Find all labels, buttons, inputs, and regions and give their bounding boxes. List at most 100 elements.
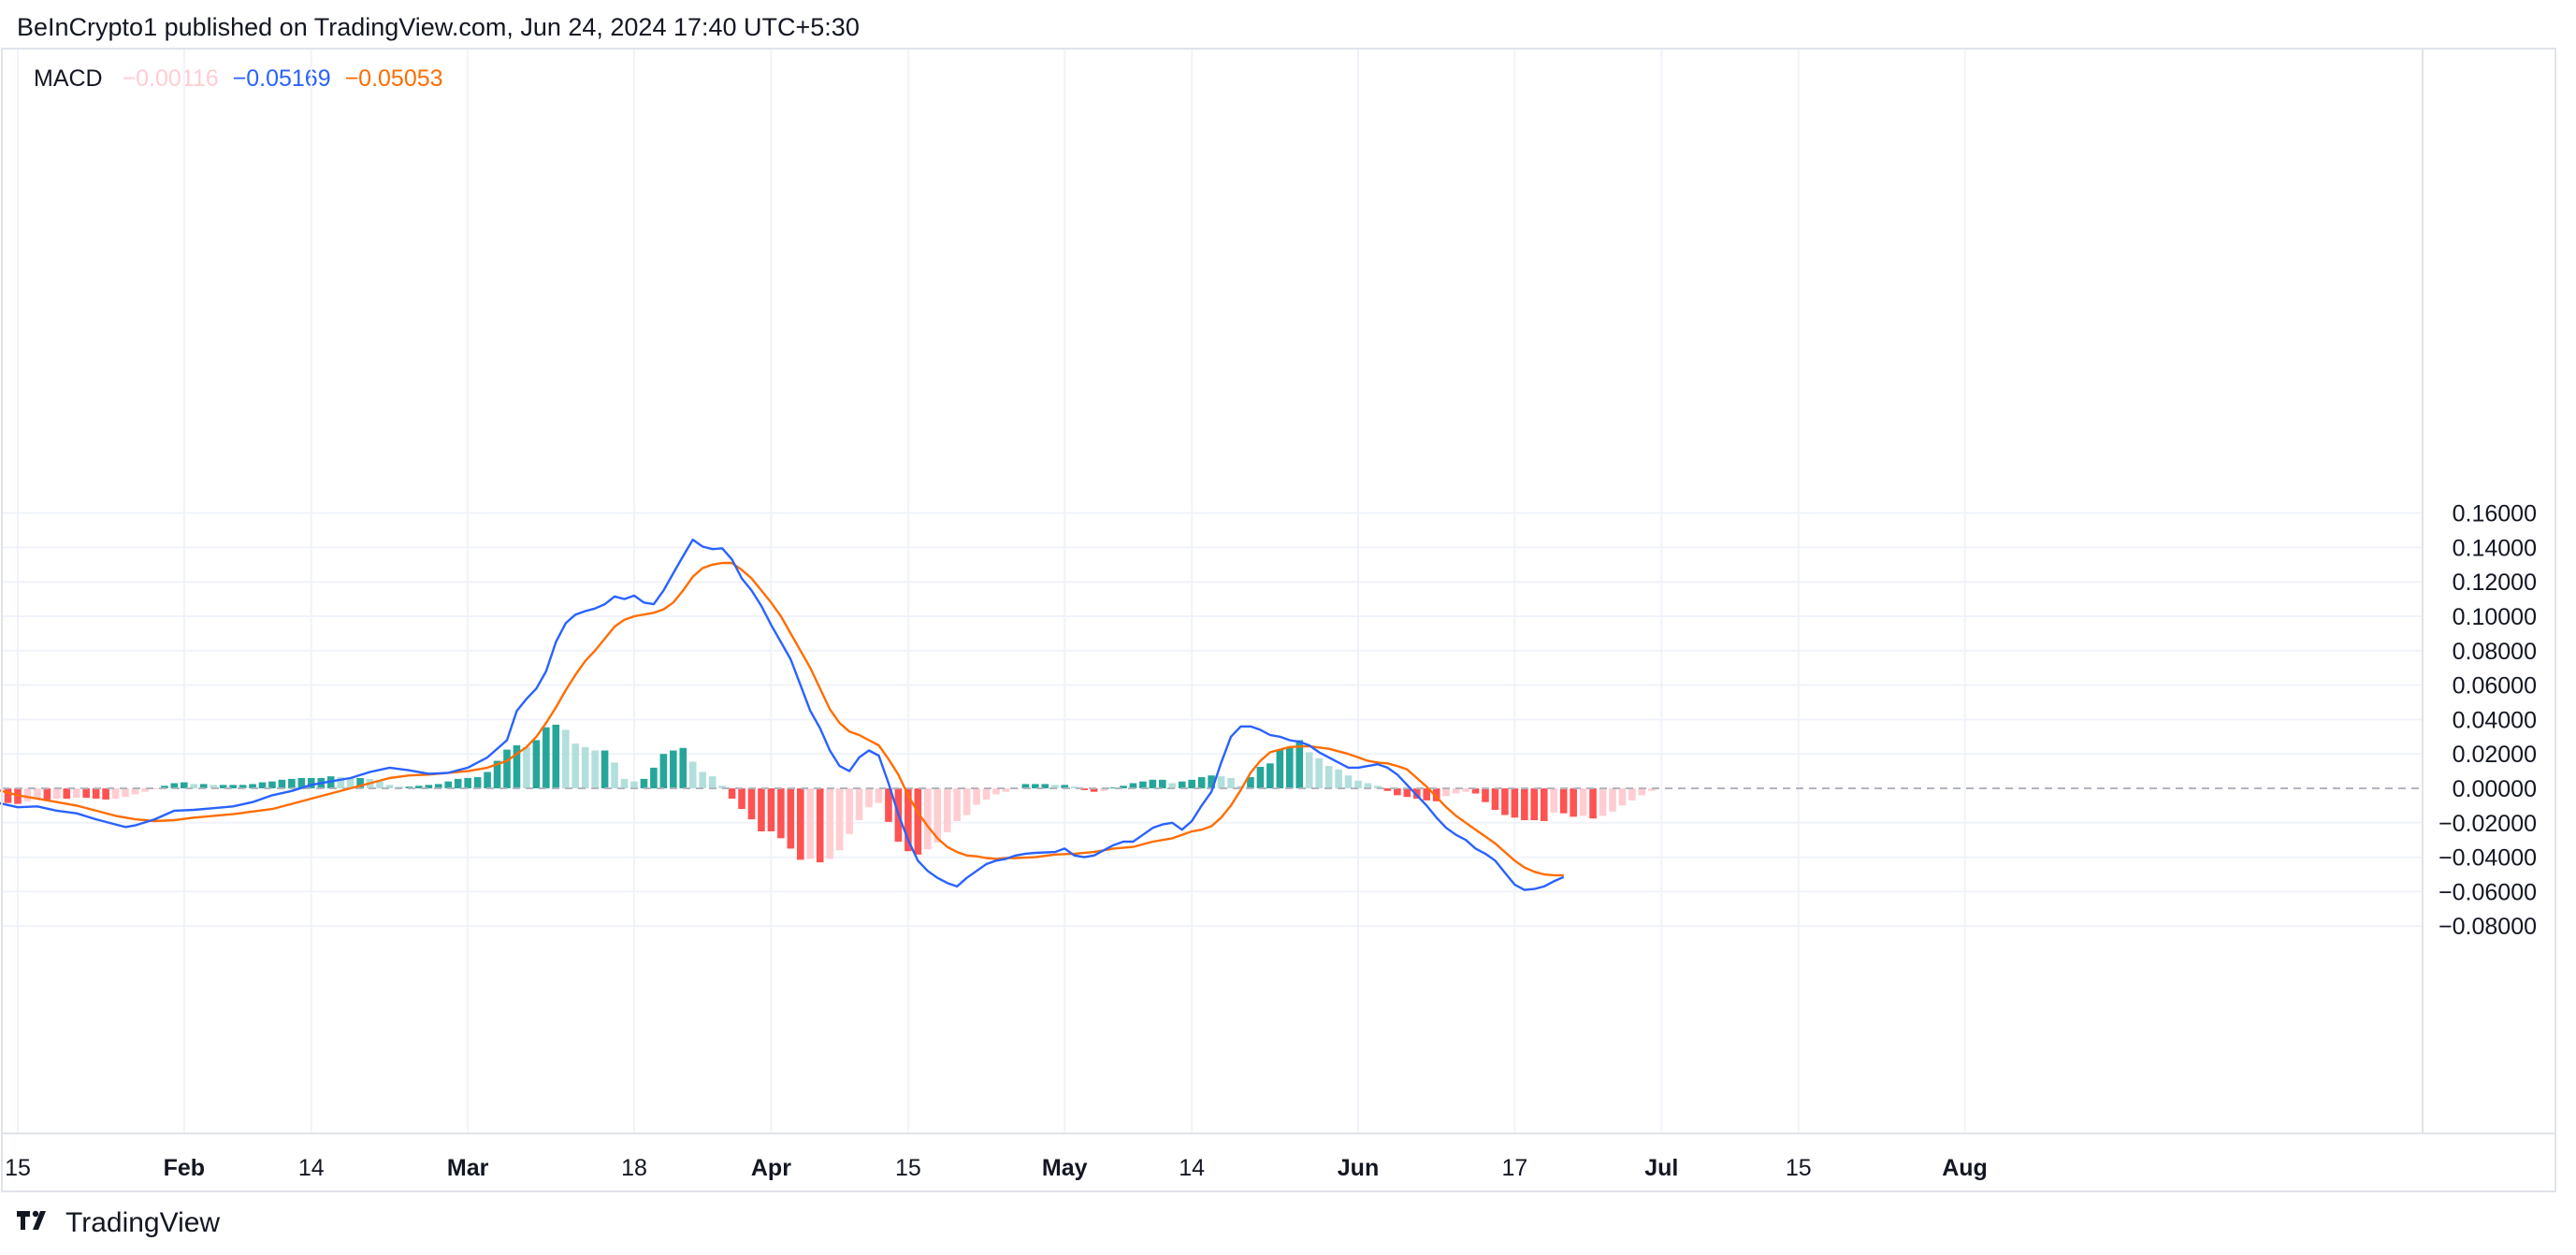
histogram-bar-130 — [1276, 749, 1284, 788]
histogram-bar-148 — [1452, 788, 1460, 794]
x-axis[interactable]: 15 Feb 14 Mar 18 Apr 15 May 14 Jun 17 Jul 15 Aug — [5, 1155, 1988, 1181]
histogram-bar-127 — [1247, 777, 1254, 788]
histogram-bar-117 — [1149, 779, 1157, 788]
histogram-bar-60 — [591, 750, 599, 788]
histogram-bar-95 — [933, 788, 942, 843]
histogram-bar-50 — [493, 760, 501, 788]
legend-indicator-name[interactable]: MACD — [34, 65, 103, 92]
histogram-bar-166 — [1628, 788, 1636, 801]
histogram-bar-113 — [1109, 787, 1118, 789]
histogram-bar-56 — [552, 724, 560, 788]
histogram-bar-98 — [962, 788, 971, 815]
histogram-bar-38 — [376, 781, 384, 788]
x-tick-label-5: Apr — [751, 1155, 791, 1181]
histogram-bar-36 — [356, 777, 364, 788]
y-tick-label-0: 0.16000 — [2453, 501, 2537, 527]
histogram-bar-20 — [199, 784, 208, 788]
histogram-bar-133 — [1305, 752, 1313, 788]
histogram-bar-3 — [34, 788, 41, 800]
histogram-bar-96 — [943, 788, 951, 832]
histogram-bar-158 — [1550, 788, 1558, 813]
legend-histogram-value: −0.00116 — [122, 65, 219, 92]
histogram-bar-68 — [670, 750, 677, 788]
histogram-bar-118 — [1159, 779, 1166, 788]
histogram-bar-10 — [102, 788, 109, 800]
histogram-bar-123 — [1208, 775, 1215, 788]
histogram-bar-75 — [738, 788, 745, 810]
histogram-bar-90 — [885, 788, 892, 822]
tradingview-brand[interactable]: TradingView — [17, 1207, 220, 1239]
y-tick-label-1: 0.14000 — [2453, 535, 2537, 561]
histogram-bar-47 — [464, 777, 471, 788]
histogram-bar-83 — [816, 788, 824, 863]
histogram-bar-19 — [190, 784, 198, 788]
histogram-bar-8 — [82, 788, 91, 799]
histogram-bar-86 — [846, 788, 853, 834]
histogram-bar-116 — [1139, 781, 1147, 788]
y-tick-label-6: 0.04000 — [2453, 707, 2537, 733]
histogram-bar-76 — [747, 788, 756, 820]
histogram-bar-147 — [1442, 788, 1450, 797]
legend-macd-value: −0.05169 — [232, 65, 331, 92]
histogram-bar-16 — [161, 786, 168, 788]
histogram-bar-80 — [787, 788, 795, 849]
histogram-bar-45 — [444, 781, 453, 788]
histogram-bar-65 — [640, 778, 648, 788]
histogram-bar-12 — [122, 788, 129, 798]
y-tick-label-11: −0.06000 — [2439, 879, 2537, 905]
legend-signal-value: −0.05053 — [344, 65, 443, 92]
histogram-bar-114 — [1120, 786, 1127, 788]
histogram-bar-106 — [1041, 784, 1049, 788]
histogram-bar-62 — [611, 762, 618, 788]
y-tick-label-2: 0.12000 — [2453, 570, 2537, 596]
histogram-bar-111 — [1090, 788, 1098, 792]
histogram-bar-135 — [1324, 766, 1333, 788]
histogram-bar-77 — [758, 788, 765, 831]
x-tick-label-8: 14 — [1179, 1155, 1205, 1181]
macd-line — [0, 538, 1565, 891]
histogram-bar-17 — [170, 783, 179, 788]
histogram-bar-136 — [1335, 769, 1342, 788]
histogram-bars — [4, 724, 1656, 863]
histogram-bar-110 — [1080, 788, 1088, 790]
x-tick-label-3: Mar — [447, 1155, 489, 1181]
histogram-bar-63 — [620, 778, 629, 788]
histogram-bar-145 — [1423, 788, 1431, 801]
histogram-bar-74 — [728, 788, 736, 800]
y-axis[interactable]: 0.16000 0.14000 0.12000 0.10000 0.08000 0.060… — [2439, 501, 2537, 941]
x-tick-label-10: 17 — [1501, 1155, 1527, 1181]
signal-line — [0, 561, 1564, 877]
histogram-bar-9 — [92, 788, 100, 800]
x-tick-label-13: Aug — [1942, 1155, 1988, 1181]
histogram-bar-58 — [572, 743, 580, 788]
series-lines — [0, 538, 1565, 891]
y-tick-label-5: 0.06000 — [2453, 673, 2537, 700]
chart-frame — [1, 48, 2556, 1192]
histogram-bar-4 — [43, 788, 51, 800]
histogram-bar-109 — [1070, 786, 1078, 788]
histogram-bar-67 — [659, 754, 668, 788]
y-tick-label-7: 0.02000 — [2453, 742, 2537, 768]
histogram-bar-59 — [581, 746, 589, 788]
histogram-bar-22 — [219, 785, 227, 788]
histogram-bar-72 — [708, 776, 716, 788]
histogram-bar-70 — [688, 761, 697, 788]
histogram-bar-156 — [1530, 788, 1539, 821]
y-tick-label-8: 0.00000 — [2453, 776, 2537, 802]
histogram-bar-99 — [973, 788, 980, 805]
histogram-bar-42 — [415, 786, 423, 788]
x-tick-label-7: May — [1042, 1155, 1088, 1181]
tradingview-logo-icon — [17, 1207, 58, 1239]
histogram-bar-14 — [141, 788, 149, 792]
histogram-bar-119 — [1168, 783, 1177, 788]
histogram-bar-144 — [1412, 788, 1421, 800]
histogram-bar-23 — [229, 785, 237, 788]
histogram-bar-13 — [131, 788, 139, 795]
histogram-bar-146 — [1432, 788, 1440, 801]
histogram-bar-134 — [1315, 757, 1323, 788]
x-tick-label-12: 15 — [1786, 1155, 1812, 1181]
histogram-bar-82 — [806, 788, 815, 859]
histogram-bar-157 — [1540, 788, 1548, 821]
histogram-bar-48 — [473, 777, 482, 788]
